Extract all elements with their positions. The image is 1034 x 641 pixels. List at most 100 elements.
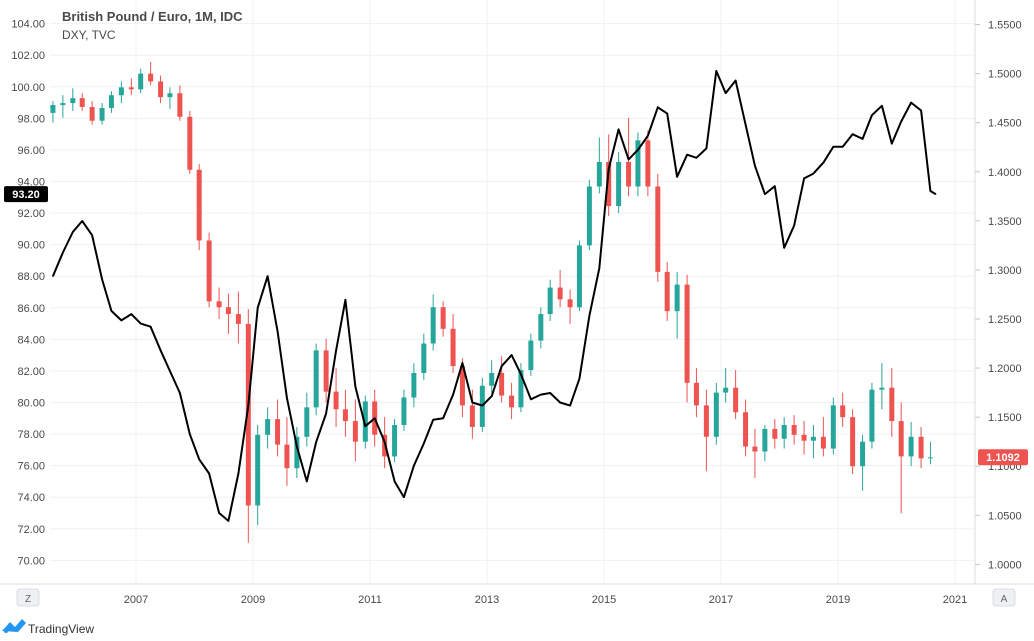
candle-body [528, 340, 534, 371]
dxy-point [530, 398, 532, 400]
candle-body [225, 307, 231, 315]
left-scale-button-label: Z [25, 594, 31, 605]
dxy-point [588, 315, 590, 317]
auto-scale-button[interactable]: A [992, 588, 1016, 607]
dxy-point [403, 496, 405, 498]
candle-body [216, 301, 222, 308]
candle [927, 441, 933, 465]
dxy-series [51, 70, 937, 522]
dxy-point [783, 247, 785, 249]
dxy-point [744, 124, 747, 126]
dxy-point [247, 405, 249, 407]
dxy-point [413, 465, 415, 467]
candle-body [674, 284, 680, 312]
dxy-point [423, 442, 425, 445]
candle [50, 101, 56, 123]
right-tick-label: 1.5500 [988, 20, 1022, 32]
left-scale-button[interactable]: Z [16, 588, 40, 607]
tradingview-brand: TradingView [28, 622, 94, 636]
candle [99, 103, 105, 125]
dxy-point [461, 362, 464, 364]
dxy-point [267, 275, 269, 277]
candle [245, 309, 251, 543]
candle [459, 358, 465, 418]
dxy-point [861, 138, 864, 140]
candle-body [421, 343, 427, 373]
candle-body [333, 391, 339, 410]
candle [108, 91, 114, 113]
x-tick-label: 2019 [826, 594, 850, 606]
right-tick-label: 1.3500 [988, 216, 1022, 228]
dxy-point [764, 193, 766, 195]
candle-body [499, 372, 505, 396]
candle-body [108, 95, 114, 108]
left-current-value: 93.20 [12, 189, 40, 201]
dxy-point [549, 392, 551, 394]
dxy-point [647, 135, 649, 137]
candle-body [635, 140, 641, 187]
candle [440, 301, 446, 337]
candle [323, 338, 329, 403]
candle-body [781, 424, 787, 439]
candle [781, 417, 787, 449]
dxy-point [452, 393, 454, 396]
candle [655, 173, 661, 282]
grid [50, 0, 975, 584]
candle-body [440, 307, 446, 329]
candle-body [70, 98, 76, 104]
candle [889, 368, 895, 437]
candle-body [879, 387, 885, 390]
dxy-point [120, 319, 122, 322]
dxy-point [257, 307, 259, 309]
candle-body [304, 407, 310, 437]
candle-body [538, 314, 544, 341]
auto-scale-button-label: A [1001, 594, 1008, 605]
candle-body [850, 417, 856, 467]
candle [743, 399, 749, 457]
tradingview-logo[interactable]: TradingView [2, 619, 94, 636]
candle-body [177, 93, 183, 117]
candle-body [89, 106, 95, 121]
dxy-point [559, 401, 561, 404]
candle-body [392, 424, 398, 457]
chart-title: British Pound / Euro, 1M, IDC [62, 9, 243, 24]
candle-body [128, 87, 134, 90]
candle-body [509, 395, 515, 408]
dxy-point [364, 425, 366, 427]
dxy-point [442, 417, 444, 419]
dxy-point [276, 330, 279, 333]
dxy-point [384, 441, 386, 443]
candle [762, 424, 768, 462]
x-axis: 2007 2009 2011 2013 2015 2017 2019 2021 [124, 594, 967, 606]
candle-body [265, 419, 271, 435]
candle [89, 101, 95, 125]
x-tick-label: 2007 [124, 594, 148, 606]
candle-body [187, 116, 193, 170]
candle-body [411, 372, 417, 398]
dxy-point [325, 412, 327, 415]
candle [918, 426, 924, 469]
dxy-point [335, 349, 337, 351]
candle [820, 417, 826, 457]
candle [313, 343, 319, 416]
candle [489, 360, 495, 393]
candle-body [576, 245, 582, 308]
candle-body [616, 161, 622, 207]
candle [850, 409, 856, 475]
dxy-point [130, 313, 132, 315]
candle [187, 110, 193, 174]
candle [352, 399, 358, 462]
candle [616, 152, 622, 213]
dxy-point [793, 225, 795, 227]
candle [733, 370, 739, 420]
dxy-point [344, 299, 347, 301]
candle [908, 422, 914, 467]
candle-body [567, 299, 573, 308]
candle-body [557, 287, 563, 300]
dxy-point [569, 405, 571, 407]
dxy-point [150, 326, 152, 328]
candle-body [255, 434, 261, 506]
dxy-point [803, 177, 805, 179]
dxy-point [101, 278, 103, 280]
